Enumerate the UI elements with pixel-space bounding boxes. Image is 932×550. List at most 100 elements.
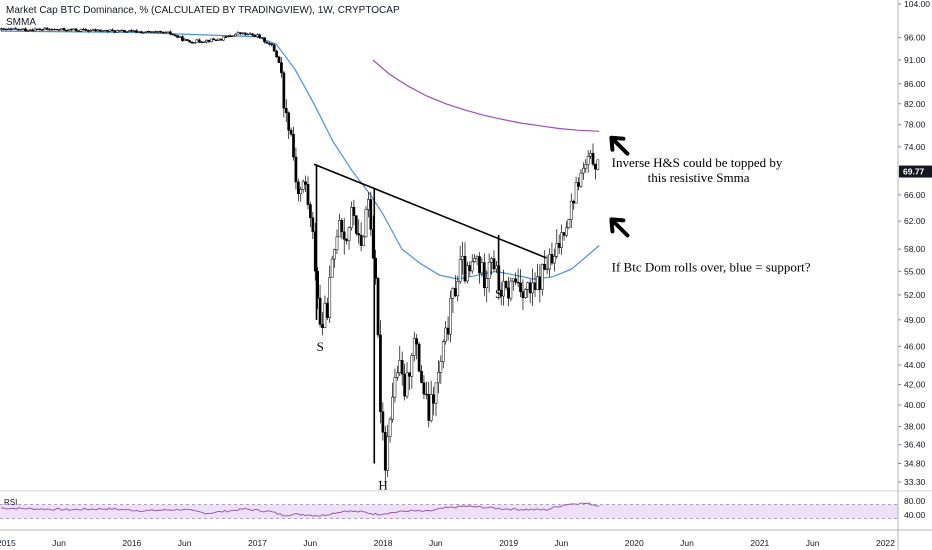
- candle-body: [405, 372, 409, 397]
- candle-body: [364, 209, 368, 238]
- smma-purple-line: [372, 59, 600, 132]
- candle-body: [415, 338, 419, 345]
- candle-body: [11, 28, 15, 30]
- candle-body: [149, 31, 153, 33]
- candle-body: [132, 30, 136, 32]
- candle-body: [328, 277, 332, 319]
- candle-body: [555, 243, 559, 257]
- candle-body: [108, 29, 112, 32]
- candle-body: [550, 254, 554, 264]
- x-tick-label: Jun: [555, 538, 569, 548]
- candle-body: [480, 262, 484, 274]
- candle-body: [287, 112, 291, 131]
- candle-body: [545, 268, 549, 271]
- candle-body: [381, 411, 385, 433]
- y-tick-label: 44.00: [904, 360, 926, 370]
- candle-body: [473, 258, 477, 262]
- candle-body: [485, 278, 489, 289]
- candle-body: [562, 232, 566, 236]
- hs-label: S: [495, 286, 502, 301]
- candle-body: [21, 28, 25, 30]
- candle-body: [9, 28, 13, 30]
- candle-body: [152, 31, 155, 33]
- candle-body: [16, 28, 20, 31]
- candle-body: [111, 29, 114, 31]
- x-tick-label: Jun: [178, 538, 192, 548]
- candle-body: [536, 276, 539, 290]
- y-tick-label: 74.00: [904, 142, 926, 152]
- candle-body: [142, 31, 146, 34]
- candle-body: [543, 264, 547, 270]
- candle-body: [417, 343, 421, 372]
- candle-body: [495, 265, 498, 270]
- candle-body: [4, 28, 8, 31]
- trendline: [313, 163, 547, 259]
- candle-body: [533, 282, 537, 290]
- candle-body: [572, 200, 576, 204]
- candle-body: [475, 256, 479, 259]
- candle-body: [19, 28, 22, 31]
- candle-body: [255, 34, 259, 38]
- candle-body: [284, 108, 288, 114]
- candle-body: [516, 282, 520, 284]
- candle-body: [161, 31, 165, 34]
- y-tick-label: 82.00: [904, 99, 926, 109]
- candle-body: [581, 167, 585, 174]
- candle-body: [386, 436, 390, 471]
- candle-body: [43, 27, 47, 31]
- candle-body: [45, 27, 49, 30]
- candle-body: [38, 28, 42, 31]
- rsi-panel: 80.00 40.00: [0, 496, 926, 520]
- candle-body: [318, 297, 322, 325]
- x-tick-label: 2017: [248, 538, 267, 548]
- y-tick-label: 40.00: [904, 400, 926, 410]
- candle-body: [526, 282, 530, 290]
- y-tick-label: 42.00: [904, 380, 926, 390]
- candle-body: [268, 43, 271, 45]
- candle-body: [24, 28, 27, 31]
- candle-body: [91, 29, 95, 31]
- candle-body: [439, 361, 443, 373]
- price-badge: [899, 165, 932, 178]
- candle-body: [441, 341, 445, 362]
- y-tick-label: 66.00: [904, 190, 926, 200]
- candle-body: [60, 28, 63, 31]
- candle-body: [294, 156, 298, 183]
- candle-body: [156, 31, 160, 33]
- candle-body: [330, 258, 334, 278]
- candle-body: [79, 28, 83, 32]
- candle-body: [596, 159, 600, 170]
- candle-body: [357, 233, 361, 236]
- candle-body: [458, 259, 462, 282]
- candle-body: [340, 220, 344, 233]
- candle-body: [391, 396, 394, 420]
- candle-body: [350, 206, 353, 228]
- candle-body: [118, 30, 121, 32]
- candle-body: [468, 265, 472, 272]
- candle-body: [482, 262, 486, 289]
- candle-body: [217, 38, 220, 41]
- candle-body: [135, 30, 138, 33]
- candle-body: [396, 372, 399, 378]
- candle-body: [272, 44, 276, 52]
- arrow-icon: [609, 135, 630, 156]
- candle-body: [403, 373, 406, 397]
- candle-body: [212, 38, 216, 41]
- y-tick-label: 58.00: [904, 244, 926, 254]
- candle-body: [565, 227, 568, 236]
- candle-body: [345, 239, 348, 242]
- candle-body: [123, 29, 126, 33]
- candle-body: [451, 288, 455, 299]
- candle-body: [531, 282, 534, 294]
- candle-body: [342, 231, 346, 240]
- candle-body: [62, 28, 66, 31]
- candle-body: [557, 243, 561, 248]
- candle-body: [470, 261, 474, 272]
- candle-body: [113, 30, 117, 33]
- candle-body: [207, 39, 211, 42]
- candle-body: [400, 360, 404, 375]
- candle-body: [197, 39, 201, 43]
- candle-body: [456, 280, 460, 297]
- candle-body: [509, 280, 513, 299]
